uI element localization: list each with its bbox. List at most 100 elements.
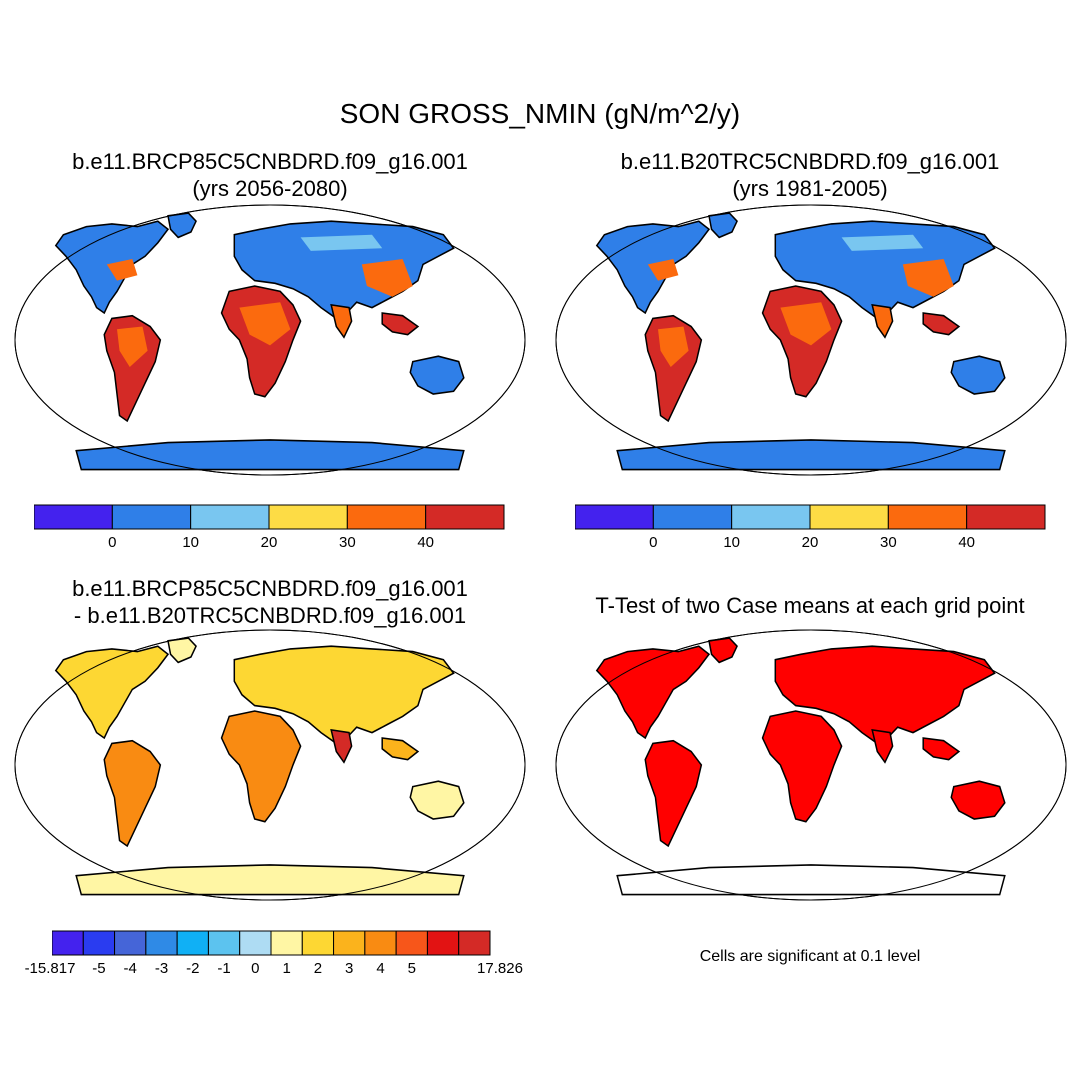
colorbar-swatch [966, 504, 1046, 530]
landmass-seasia [922, 737, 961, 761]
map-panel-difference [14, 629, 526, 901]
significance-note: Cells are significant at 0.1 level [699, 948, 921, 965]
colorbar-tick-label: 10 [723, 534, 740, 551]
landmass-eurasia [233, 220, 455, 320]
landmass-greenland [167, 637, 197, 664]
colorbar-swatch [301, 930, 335, 956]
colorbar-swatch [190, 504, 270, 530]
colorbar-swatch [145, 930, 178, 956]
colorbar-difference [52, 930, 491, 956]
colorbar-tick-label: -4 [123, 960, 137, 977]
landmass-seasia [381, 312, 420, 336]
colorbar-swatch [575, 504, 654, 530]
colorbar-tick-label: -5 [92, 960, 106, 977]
colorbar-tick-label: 1 [282, 960, 291, 977]
colorbar-tick-label: 30 [879, 534, 897, 551]
panel1-title-line1: b.e11.BRCP85C5CNBDRD.f09_g16.001 [72, 149, 468, 174]
landmass-antarctica [616, 864, 1006, 896]
colorbar-swatch [270, 930, 303, 956]
landmass-australia [409, 780, 465, 820]
colorbar-swatch [364, 930, 397, 956]
colorbar-tick-label: 20 [260, 534, 278, 551]
landmass-africa [220, 710, 302, 823]
landmass-eurasia [774, 645, 996, 745]
landmass-samerica [103, 314, 162, 423]
colorbar-tick-label: 30 [338, 534, 356, 551]
colorbar-swatch [207, 930, 241, 956]
colorbar-tick-label: -15.817 [24, 960, 76, 977]
panel2-title-line2: (yrs 1981-2005) [732, 176, 888, 201]
landmass-samerica [644, 314, 703, 423]
panel4-title: T-Test of two Case means at each grid po… [560, 592, 1060, 619]
panel4-title-line1: T-Test of two Case means at each grid po… [595, 593, 1025, 618]
landmass-australia [950, 780, 1006, 820]
landmass-namerica [595, 645, 711, 740]
panel3-title: b.e11.BRCP85C5CNBDRD.f09_g16.001 - b.e11… [20, 575, 520, 629]
landmass-greenland [708, 637, 738, 664]
landmass-seasia [381, 737, 420, 761]
colorbar-swatch [268, 504, 348, 530]
colorbar-tick-label: 17.826 [477, 960, 523, 977]
colorbar-tick-label: 4 [376, 960, 385, 977]
landmass-namerica [54, 645, 170, 740]
colorbar-swatch [395, 930, 428, 956]
landmass-eurasia [233, 645, 455, 745]
panel2-title: b.e11.B20TRC5CNBDRD.f09_g16.001 (yrs 198… [560, 148, 1060, 202]
colorbar-swatch [52, 930, 84, 956]
colorbar-tick-label: 3 [345, 960, 354, 977]
colorbar-tick-label: -2 [186, 960, 200, 977]
landmass-antarctica [75, 864, 465, 896]
colorbar-tick-label: 0 [108, 534, 117, 551]
colorbar-tick-label: -3 [154, 960, 169, 977]
colorbar-swatch [82, 930, 116, 956]
landmass-africa [761, 710, 843, 823]
colorbar-swatch [333, 930, 366, 956]
map-panel-ttest [555, 629, 1067, 901]
landmass-india [871, 303, 894, 339]
colorbar-tick-label: 40 [958, 534, 975, 551]
landmass-greenland [167, 212, 197, 239]
colorbar-tick-label: 10 [182, 534, 199, 551]
colorbar-absolute-left [34, 504, 505, 530]
colorbar-tick-label: 2 [313, 960, 323, 977]
colorbar-swatch [425, 504, 505, 530]
colorbar-swatch [176, 930, 209, 956]
colorbar-swatch [809, 504, 889, 530]
landmass-india [330, 303, 353, 339]
colorbar-tick-label: 40 [417, 534, 434, 551]
landmass-australia [409, 355, 465, 395]
colorbar-swatch [346, 504, 427, 530]
panel3-title-line1: b.e11.BRCP85C5CNBDRD.f09_g16.001 [72, 576, 468, 601]
landmass-samerica [644, 739, 703, 848]
colorbar-tick-label: 0 [251, 960, 260, 977]
colorbar-tick-label: -1 [217, 960, 231, 977]
colorbar-swatch [458, 930, 491, 956]
landmass-samerica [103, 739, 162, 848]
landmass-india [871, 728, 894, 764]
colorbar-tick-label: 5 [407, 960, 416, 977]
landmass-greenland [708, 212, 738, 239]
colorbar-swatch [114, 930, 147, 956]
colorbar-absolute-right [575, 504, 1046, 530]
colorbar-swatch [426, 930, 460, 956]
colorbar-swatch [731, 504, 811, 530]
colorbar-swatch [887, 504, 968, 530]
colorbar-swatch [111, 504, 192, 530]
colorbar-tick-label: 0 [649, 534, 658, 551]
colorbar-tick-label: 20 [801, 534, 819, 551]
colorbar-swatch [652, 504, 733, 530]
figure-title: SON GROSS_NMIN (gN/m^2/y) [339, 98, 741, 129]
landmass-eurasia [774, 220, 996, 320]
panel1-title-line2: (yrs 2056-2080) [192, 176, 348, 201]
panel2-title-line1: b.e11.B20TRC5CNBDRD.f09_g16.001 [620, 149, 1000, 174]
colorbar-swatch [239, 930, 272, 956]
panel1-title: b.e11.BRCP85C5CNBDRD.f09_g16.001 (yrs 20… [20, 148, 520, 202]
landmass-antarctica [616, 439, 1006, 471]
landmass-seasia [922, 312, 961, 336]
panel3-title-line2: - b.e11.B20TRC5CNBDRD.f09_g16.001 [73, 603, 467, 628]
landmass-india [330, 728, 353, 764]
landmass-australia [950, 355, 1006, 395]
landmass-antarctica [75, 439, 465, 471]
colorbar-swatch [34, 504, 113, 530]
